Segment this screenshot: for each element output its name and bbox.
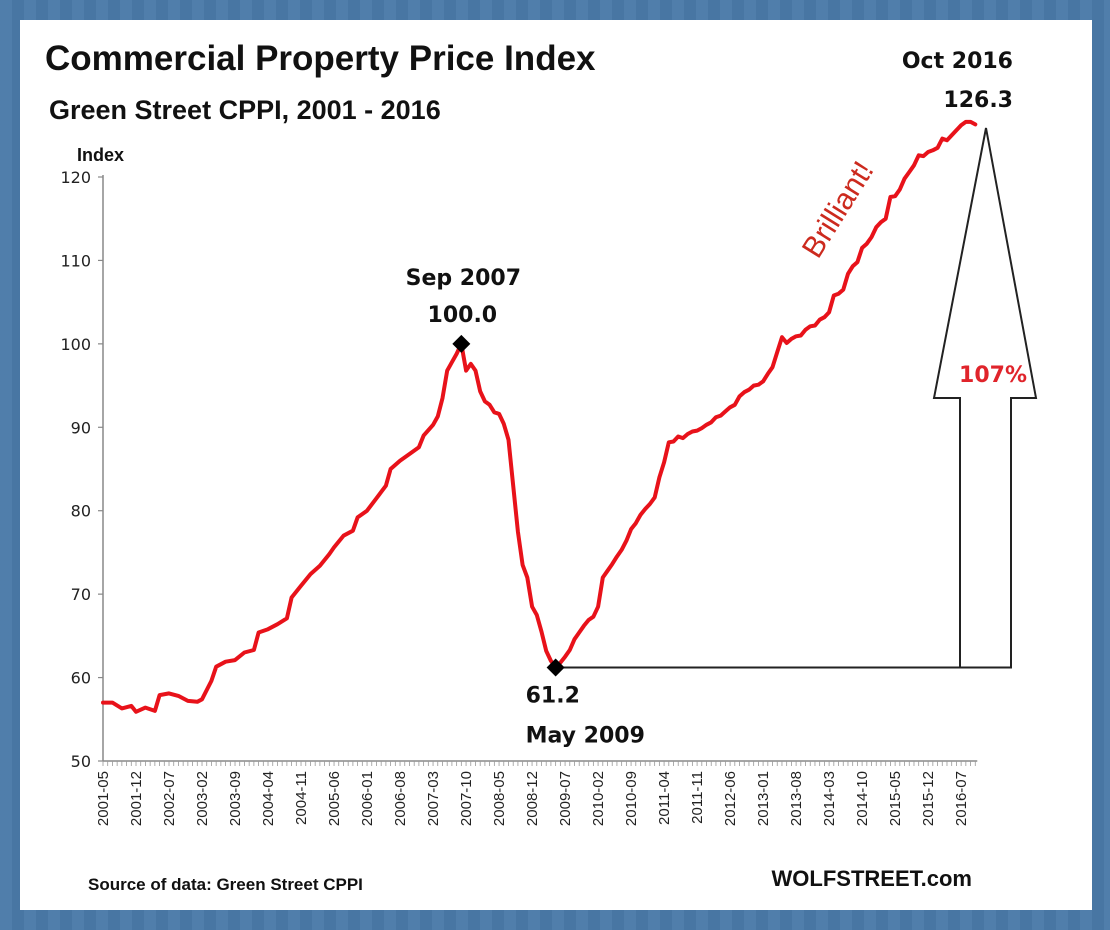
x-tick-label: 2006-01 (359, 771, 376, 826)
diamond-marker (546, 658, 565, 677)
chart-title: Commercial Property Price Index (45, 39, 596, 78)
markers-group: Sep 2007 100.0 61.2 May 2009 (406, 266, 645, 749)
y-tick-label: 70 (71, 585, 91, 604)
x-tick-label: 2009-07 (557, 771, 574, 826)
x-tick-label: 2008-05 (491, 771, 508, 826)
peak-value-label: 126.3 (943, 88, 1013, 113)
chart-subtitle: Green Street CPPI, 2001 - 2016 (49, 95, 441, 125)
x-tick-label: 2014-03 (821, 771, 838, 826)
marker-label-value: 100.0 (428, 303, 498, 328)
source-note: Source of data: Green Street CPPI (88, 875, 363, 894)
y-tick-label: 110 (60, 251, 91, 270)
x-tick-label: 2011-11 (689, 771, 706, 824)
gain-arrow (555, 127, 1038, 669)
series-line-cppi (101, 119, 978, 714)
series-group (101, 119, 978, 714)
y-tick-label: 120 (60, 168, 91, 187)
x-tick-label: 2005-06 (326, 771, 343, 826)
x-tick-label: 2013-08 (788, 771, 805, 826)
marker-label-date: May 2009 (526, 724, 645, 749)
y-tick-label: 50 (71, 752, 91, 771)
x-tick-label: 2003-02 (194, 771, 211, 826)
x-tick-label: 2016-07 (953, 771, 970, 826)
x-tick-label: 2014-10 (854, 771, 871, 826)
chart-panel: Commercial Property Price Index Green St… (20, 20, 1092, 910)
x-tick-label: 2004-04 (260, 771, 277, 826)
x-tick-label: 2006-08 (392, 771, 409, 826)
y-tick-label: 90 (71, 418, 91, 437)
gain-percent-label: 107% (959, 363, 1027, 388)
x-tick-label: 2010-09 (623, 771, 640, 826)
x-tick-label: 2001-12 (128, 771, 145, 826)
gain-arrow-shape (555, 127, 1038, 669)
brilliant-annotation: Brilliant! (796, 156, 881, 264)
y-tick-label: 80 (71, 502, 91, 521)
x-tick-label: 2007-03 (425, 771, 442, 826)
x-tick-label: 2007-10 (458, 771, 475, 826)
x-tick-label: 2004-11 (293, 771, 310, 825)
x-tick-label: 2015-12 (920, 771, 937, 826)
diamond-marker (452, 334, 471, 353)
x-tick-label: 2008-12 (524, 771, 541, 826)
brand-label: WOLFSTREET.com (772, 866, 972, 891)
peak-date-label: Oct 2016 (902, 49, 1013, 74)
x-tick-label: 2015-05 (887, 771, 904, 826)
x-tick-label: 2001-05 (95, 771, 112, 826)
x-axis: 2001-05 2001-12 2002-07 2003-02 2003-09 2004-… (95, 760, 978, 826)
y-axis: 50 60 70 80 90 100 110 120 (60, 168, 104, 771)
marker-label-value: 61.2 (526, 684, 580, 709)
x-tick-label: 2002-07 (161, 771, 178, 826)
y-tick-label: 60 (71, 669, 91, 688)
x-tick-label: 2012-06 (722, 771, 739, 826)
x-tick-label: 2013-01 (755, 771, 772, 826)
y-tick-label: 100 (60, 335, 91, 354)
x-tick-label: 2010-02 (590, 771, 607, 826)
x-tick-label: 2003-09 (227, 771, 244, 826)
marker-label-date: Sep 2007 (406, 266, 521, 291)
x-tick-label: 2011-04 (656, 771, 673, 825)
chart-svg: Commercial Property Price Index Green St… (45, 39, 1038, 894)
y-axis-label: Index (77, 145, 124, 165)
